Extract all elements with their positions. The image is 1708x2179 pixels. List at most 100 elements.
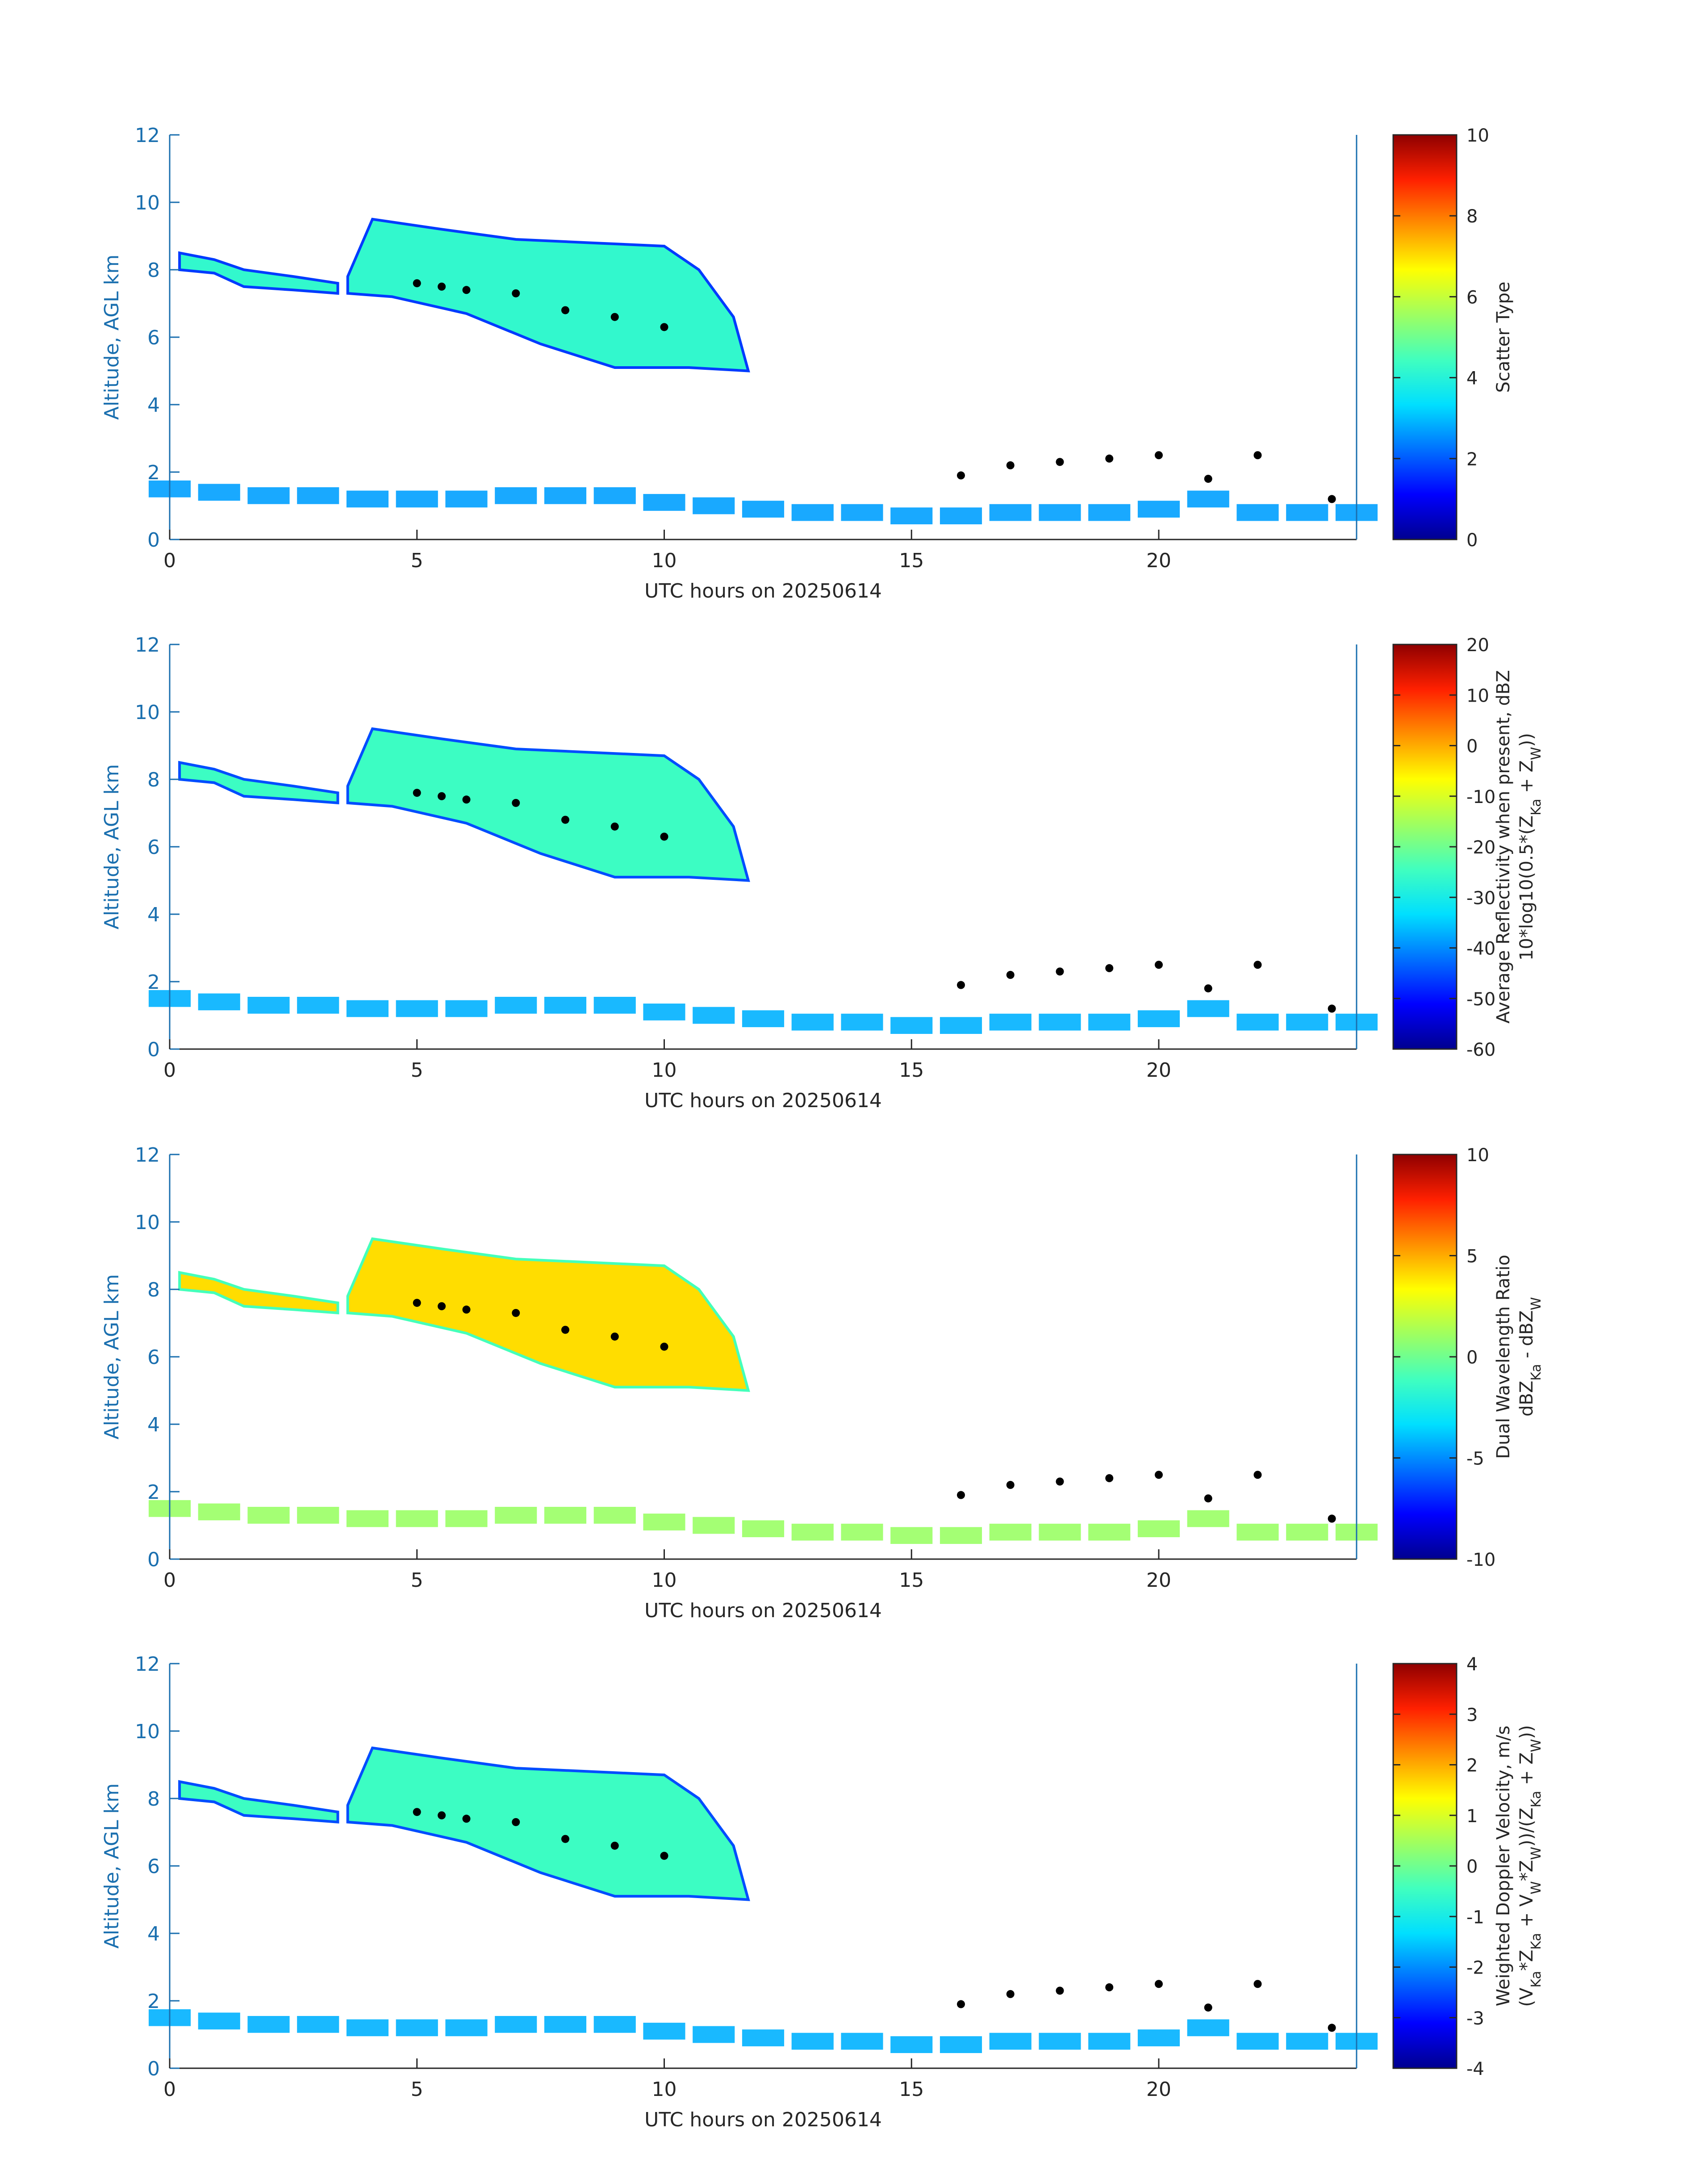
cloud-detection-point	[610, 313, 619, 321]
boundary-layer-strip	[1137, 2029, 1180, 2046]
cloud-detection-point	[462, 1815, 471, 1823]
boundary-layer-strip	[643, 2023, 685, 2040]
cloud-region-upper-cirrus-left	[178, 251, 339, 295]
colorbar-tick-label: -30	[1466, 888, 1495, 908]
cloud-detection-point	[957, 981, 965, 989]
y-axis-label: Altitude, AGL km	[100, 255, 123, 420]
cloud-detection-point	[512, 1309, 520, 1317]
y-tick-label: 8	[147, 1279, 160, 1301]
cloud-detection-point	[660, 832, 668, 841]
y-tick-label: 6	[147, 836, 160, 859]
colorbar-tick-label: 0	[1466, 736, 1478, 757]
cloud-detection-point	[1253, 1980, 1262, 1988]
y-tick-label: 10	[135, 701, 160, 724]
boundary-layer-strip	[1088, 1523, 1131, 1541]
cloud-detection-point	[1006, 970, 1015, 979]
colorbar-tick-label: -2	[1466, 1958, 1484, 1978]
x-axis-label: UTC hours on 20250614	[644, 1599, 882, 1622]
cloud-detection-point	[1204, 2003, 1212, 2012]
colorbar-tick-label: 3	[1466, 1705, 1478, 1725]
y-axis-label: Altitude, AGL km	[100, 1783, 123, 1949]
colorbar-label: Scatter Type	[1493, 282, 1514, 393]
x-tick-label: 0	[163, 1569, 176, 1592]
y-tick-label: 4	[147, 1923, 160, 1945]
colorbar-tick-label: -40	[1466, 939, 1495, 959]
colorbar-tick-label: -20	[1466, 837, 1495, 858]
boundary-layer-strip	[1039, 504, 1081, 521]
boundary-layer-strip	[1187, 1000, 1229, 1017]
x-tick-label: 5	[411, 549, 423, 572]
boundary-layer-strip	[1187, 490, 1229, 508]
boundary-layer-strip	[495, 1506, 537, 1524]
cloud-detection-point	[413, 1808, 421, 1816]
cloud-region-upper-cirrus-main	[346, 217, 750, 372]
boundary-layer-strip	[247, 1506, 290, 1524]
panel-dual-wavelength-ratio: 0 2 4 6 8 10 12 0 5 10 15 20 Altitude, AGL km UTC hou…	[100, 1144, 1544, 1622]
x-tick-label: 10	[652, 549, 677, 572]
colorbar-tick-label: 20	[1466, 635, 1489, 656]
cloud-detection-point	[957, 471, 965, 480]
cloud-detection-point	[1253, 961, 1262, 969]
boundary-layer-strip	[693, 1517, 735, 1534]
y-tick-label: 4	[147, 1414, 160, 1436]
boundary-layer-strip	[1137, 1520, 1180, 1537]
boundary-layer-strip	[1286, 2033, 1328, 2050]
boundary-layer-strip	[841, 1013, 883, 1031]
colorbar-tick-label: 10	[1466, 686, 1489, 706]
colorbar-tick-label: 1	[1466, 1806, 1478, 1827]
cloud-detection-point	[1006, 461, 1015, 469]
cloud-detection-point	[1328, 495, 1336, 503]
boundary-layer-strip	[495, 2016, 537, 2033]
x-tick-label: 15	[899, 1569, 924, 1592]
x-axis-label: UTC hours on 20250614	[644, 1089, 882, 1112]
cloud-detection-point	[438, 792, 446, 800]
cloud-detection-point	[1204, 984, 1212, 993]
cloud-detection-point	[1328, 1514, 1336, 1523]
boundary-layer-strip	[791, 1523, 834, 1541]
colorbar-label: Average Reflectivity when present, dBZ	[1493, 670, 1514, 1023]
cloud-region-upper-cirrus-main	[346, 1746, 750, 1901]
x-tick-label: 0	[163, 1059, 176, 1082]
y-tick-label: 10	[135, 1211, 160, 1234]
boundary-layer-strip	[593, 487, 636, 504]
cloud-detection-point	[512, 289, 520, 297]
cloud-detection-point	[1155, 1471, 1163, 1479]
cloud-detection-point	[1328, 2024, 1336, 2032]
cloud-detection-point	[1056, 1477, 1064, 1486]
cloud-region-upper-cirrus-left	[178, 1271, 339, 1315]
y-tick-label: 12	[135, 124, 160, 147]
cloud-detection-point	[1155, 1980, 1163, 1988]
boundary-layer-strip	[544, 2016, 587, 2033]
colorbar-tick-label: -10	[1466, 787, 1495, 807]
boundary-layer-strip	[1286, 1523, 1328, 1541]
y-tick-label: 4	[147, 394, 160, 417]
cloud-detection-point	[1056, 967, 1064, 976]
colorbar-tick-label: 10	[1466, 125, 1489, 146]
x-tick-label: 5	[411, 1569, 423, 1592]
y-tick-label: 8	[147, 769, 160, 791]
cloud-detection-point	[438, 282, 446, 291]
y-tick-label: 12	[135, 1653, 160, 1676]
x-axis-label: UTC hours on 20250614	[644, 580, 882, 602]
cloud-detection-point	[438, 1302, 446, 1310]
boundary-layer-strip	[742, 1520, 785, 1537]
boundary-layer-strip	[198, 993, 240, 1011]
boundary-layer-strip	[445, 1000, 488, 1017]
y-tick-label: 0	[147, 2058, 160, 2080]
cloud-detection-point	[660, 323, 668, 331]
boundary-layer-strip	[1039, 1523, 1081, 1541]
cloud-detection-point	[512, 799, 520, 807]
cloud-detection-point	[660, 1343, 668, 1351]
colorbar-label: Weighted Doppler Velocity, m/s	[1493, 1726, 1514, 2007]
cloud-detection-point	[1155, 961, 1163, 969]
cloud-detection-point	[610, 1841, 619, 1850]
boundary-layer-strip	[247, 996, 290, 1014]
boundary-layer-strip	[544, 996, 587, 1014]
boundary-layer-strip	[297, 996, 339, 1014]
boundary-layer-strip	[593, 1506, 636, 1524]
cloud-detection-point	[561, 1326, 569, 1334]
boundary-layer-strip	[940, 507, 982, 525]
x-tick-label: 20	[1146, 549, 1171, 572]
